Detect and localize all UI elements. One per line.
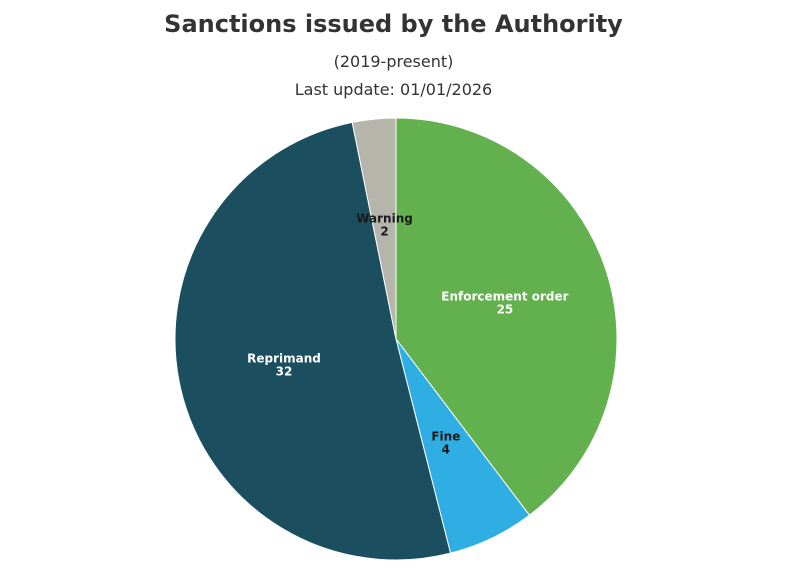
pie-slice-enforcement-order[interactable]: [395, 117, 618, 516]
slice-label-value: 2: [380, 225, 388, 239]
chart-subtitle: (2019-present): [333, 52, 454, 71]
slice-label-name: Warning: [356, 212, 413, 226]
slice-label-name: Reprimand: [247, 352, 321, 366]
pie-slice-reprimand[interactable]: [174, 121, 452, 561]
slice-label-value: 4: [442, 443, 450, 457]
slice-label-name: Enforcement order: [441, 289, 568, 303]
slice-label-value: 25: [497, 302, 514, 316]
pie-slice-warning[interactable]: [351, 117, 397, 340]
chart-title: Sanctions issued by the Authority: [164, 10, 623, 38]
slice-label-name: Fine: [431, 430, 460, 444]
last-update-note: Last update: 01/01/2026: [294, 80, 493, 99]
slice-label-value: 32: [276, 365, 293, 379]
